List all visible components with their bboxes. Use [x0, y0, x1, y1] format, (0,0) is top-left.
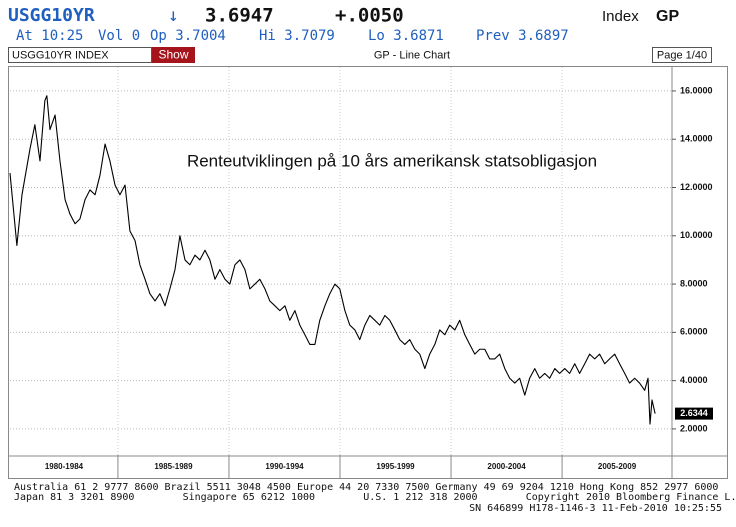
y-tick-label: 14.0000 [680, 134, 713, 144]
x-period-label: 1985-1989 [154, 462, 193, 471]
annotation: Renteutviklingen på 10 års amerikansk st… [187, 151, 597, 170]
arrow: ↓ [168, 5, 179, 26]
y-tick-label: 8.0000 [680, 278, 708, 288]
quote-time: At 10:25 [16, 28, 83, 44]
x-period-label: 1980-1984 [45, 462, 84, 471]
price: 3.6947 [205, 5, 274, 27]
quote-low: Lo 3.6871 [368, 28, 444, 44]
plot: 2.0000 4.0000 6.0000 8.0000 10.0000 12.0000 14… [9, 67, 713, 478]
quote-high: Hi 3.7079 [259, 28, 335, 44]
market: Index [602, 8, 639, 25]
footer-line: Australia 61 2 9777 8600 Brazil 5511 304… [14, 482, 718, 493]
footer-line: Japan 81 3 3201 8900 Singapore 65 6212 1… [14, 492, 736, 503]
page-indicator: Page 1/40 [657, 49, 707, 61]
show-button[interactable] [152, 47, 195, 63]
y-tick-label: 4.0000 [680, 375, 708, 385]
quote-prev: Prev 3.6897 [476, 28, 569, 44]
y-tick-label: 2.0000 [680, 423, 708, 433]
ticker: USGG10YR [8, 5, 95, 26]
function-title: GP - Line Chart [374, 49, 450, 61]
change: +.0050 [335, 5, 404, 27]
y-tick-label: 10.0000 [680, 230, 713, 240]
y-tick-label: 12.0000 [680, 182, 713, 192]
series-line [9, 95, 656, 425]
function: GP [656, 8, 679, 25]
x-period-label: 1990-1994 [265, 462, 304, 471]
last-value-label: 2.6344 [680, 408, 708, 418]
last-value-box [675, 407, 713, 420]
x-period-label: 2000-2004 [487, 462, 526, 471]
x-period-label: 2005-2009 [598, 462, 637, 471]
x-period-label: 1995-1999 [376, 462, 415, 471]
show-label[interactable]: Show [158, 48, 188, 62]
quote-volume: Vol 0 [98, 28, 140, 44]
quote-open: Op 3.7004 [150, 28, 226, 44]
page-box [652, 47, 712, 63]
footer-line: SN 646899 H178-1146-3 11-Feb-2010 10:25:… [469, 503, 722, 514]
y-tick-label: 16.0000 [680, 85, 713, 95]
chart-frame [8, 66, 728, 479]
security-box [8, 47, 152, 63]
y-tick-label: 6.0000 [680, 327, 708, 337]
security: USGG10YR INDEX [12, 49, 109, 61]
